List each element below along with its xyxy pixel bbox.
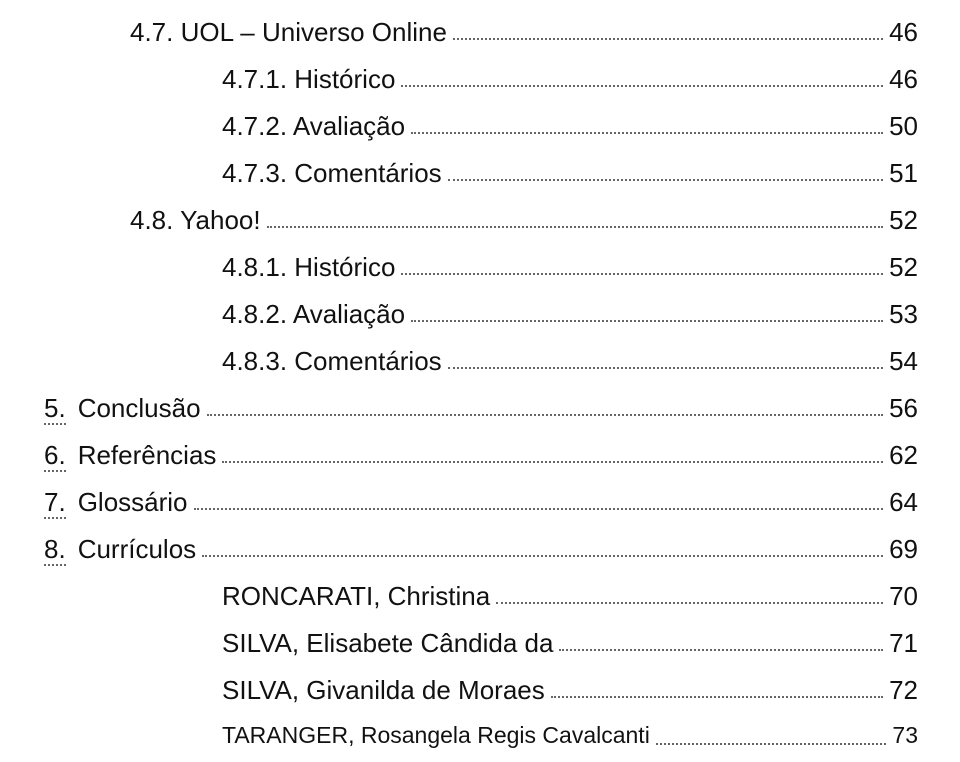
toc-leader-dots (267, 226, 883, 228)
toc-entry-title: 4.7.1. Histórico (222, 65, 395, 94)
toc-entry-title: 4.7.3. Comentários (222, 159, 442, 188)
toc-entry-title: Glossário (78, 488, 188, 517)
toc-entry: 4.8. Yahoo! 52 (130, 206, 918, 236)
toc-leader-dots (453, 38, 883, 40)
toc-entry-number: 6. (44, 441, 66, 472)
toc-entry: 4.7.1. Histórico 46 (222, 65, 918, 95)
toc-leader-dots (194, 508, 884, 510)
toc-entry-page: 46 (889, 65, 918, 94)
toc-entry-page: 56 (889, 394, 918, 423)
toc-entry-title: 4.8.2. Avaliação (222, 300, 405, 329)
toc-entry: 4.8.1. Histórico 52 (222, 253, 918, 283)
toc-entry-title: SILVA, Givanilda de Moraes (222, 676, 545, 705)
toc-leader-dots (656, 743, 887, 745)
toc-entry-title: 4.8.3. Comentários (222, 347, 442, 376)
toc-entry: RONCARATI, Christina 70 (222, 582, 918, 612)
toc-entry-title: RONCARATI, Christina (222, 582, 490, 611)
toc-entry-number: 8. (44, 535, 66, 566)
toc-entry-title: Conclusão (78, 394, 201, 423)
toc-entry: 6. Referências 62 (44, 441, 918, 471)
toc-entry-title: 4.7.2. Avaliação (222, 112, 405, 141)
toc-entry-title: 4.8.1. Histórico (222, 253, 395, 282)
toc-entry-page: 52 (889, 253, 918, 282)
toc-leader-dots (401, 85, 883, 87)
toc-leader-dots (551, 696, 883, 698)
toc-leader-dots (401, 273, 883, 275)
toc-entry-title: 4.8. Yahoo! (130, 206, 261, 235)
toc-entry: 4.7.2. Avaliação 50 (222, 112, 918, 142)
toc-entry-title: SILVA, Elisabete Cândida da (222, 629, 553, 658)
toc-entry-page: 73 (892, 723, 918, 748)
toc-entry-page: 64 (889, 488, 918, 517)
toc-entry-page: 54 (889, 347, 918, 376)
toc-entry: SILVA, Givanilda de Moraes 72 (222, 676, 918, 706)
toc-leader-dots (448, 179, 883, 181)
toc-entry: 8. Currículos 69 (44, 535, 918, 565)
toc-entry-page: 71 (889, 629, 918, 658)
toc-entry: 4.7. UOL – Universo Online 46 (130, 18, 918, 48)
toc-entry-number: 5. (44, 394, 66, 425)
toc-entry-page: 70 (889, 582, 918, 611)
toc-leader-dots (411, 320, 883, 322)
toc-entry-page: 50 (889, 112, 918, 141)
toc-entry: TARANGER, Rosangela Regis Cavalcanti 73 (222, 723, 918, 753)
toc-entry: 4.8.2. Avaliação 53 (222, 300, 918, 330)
toc-entry-title: TARANGER, Rosangela Regis Cavalcanti (222, 723, 650, 748)
toc-entry: 4.8.3. Comentários 54 (222, 347, 918, 377)
toc-entry-title: 4.7. UOL – Universo Online (130, 18, 447, 47)
toc-leader-dots (202, 555, 883, 557)
toc-leader-dots (222, 461, 883, 463)
toc-entry-number: 7. (44, 488, 66, 519)
toc-entry: SILVA, Elisabete Cândida da 71 (222, 629, 918, 659)
toc-entry-page: 62 (889, 441, 918, 470)
toc-entry: 7. Glossário 64 (44, 488, 918, 518)
toc-entry-title: Currículos (78, 535, 196, 564)
toc-leader-dots (448, 367, 883, 369)
toc-entry-page: 69 (889, 535, 918, 564)
toc-leader-dots (559, 649, 883, 651)
toc-leader-dots (496, 602, 883, 604)
toc-entry-page: 51 (889, 159, 918, 188)
toc-entry: 5. Conclusão 56 (44, 394, 918, 424)
toc-entry-title: Referências (78, 441, 217, 470)
toc-entry-page: 52 (889, 206, 918, 235)
toc-entry-page: 72 (889, 676, 918, 705)
toc-entry-page: 53 (889, 300, 918, 329)
toc-page: 4.7. UOL – Universo Online464.7.1. Histó… (0, 0, 960, 762)
toc-entry: 4.7.3. Comentários 51 (222, 159, 918, 189)
toc-leader-dots (411, 132, 883, 134)
toc-entry-page: 46 (889, 18, 918, 47)
toc-leader-dots (207, 414, 884, 416)
